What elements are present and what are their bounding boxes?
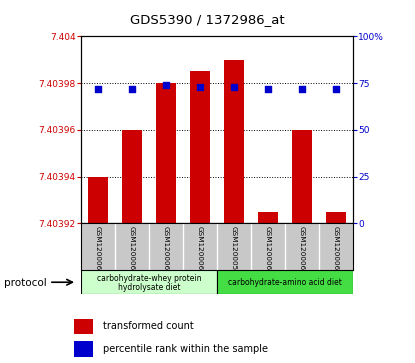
Bar	[217, 270, 353, 294]
Text: hydrolysate diet: hydrolysate diet	[117, 283, 180, 292]
Bar	[81, 270, 217, 294]
Text: GSM1200061: GSM1200061	[299, 225, 305, 274]
Point	[230, 84, 237, 90]
Point	[197, 84, 203, 90]
Bar	[74, 319, 93, 334]
Text: transformed count: transformed count	[103, 321, 194, 331]
Bar	[74, 341, 93, 357]
Text: GSM1200062: GSM1200062	[333, 225, 339, 274]
Text: GDS5390 / 1372986_at: GDS5390 / 1372986_at	[130, 13, 285, 26]
Point	[264, 86, 271, 91]
Text: GSM1200065: GSM1200065	[163, 225, 169, 274]
Bar	[156, 83, 176, 223]
Bar	[224, 60, 244, 223]
Bar	[292, 130, 312, 223]
Point	[95, 86, 101, 91]
Text: GSM1200064: GSM1200064	[129, 225, 135, 274]
Text: percentile rank within the sample: percentile rank within the sample	[103, 344, 268, 354]
Text: GSM1200060: GSM1200060	[265, 225, 271, 274]
Point	[129, 86, 135, 91]
Bar	[258, 212, 278, 223]
Text: carbohydrate-whey protein: carbohydrate-whey protein	[97, 274, 201, 283]
Text: GSM1200063: GSM1200063	[95, 225, 101, 274]
Point	[332, 86, 339, 91]
Text: protocol: protocol	[4, 278, 47, 288]
Bar	[190, 72, 210, 223]
Point	[163, 82, 169, 88]
Bar	[88, 176, 108, 223]
Text: GSM1200059: GSM1200059	[231, 225, 237, 274]
Bar	[122, 130, 142, 223]
Text: carbohydrate-amino acid diet: carbohydrate-amino acid diet	[228, 278, 342, 287]
Bar	[326, 212, 346, 223]
Point	[298, 86, 305, 91]
Text: GSM1200066: GSM1200066	[197, 225, 203, 274]
